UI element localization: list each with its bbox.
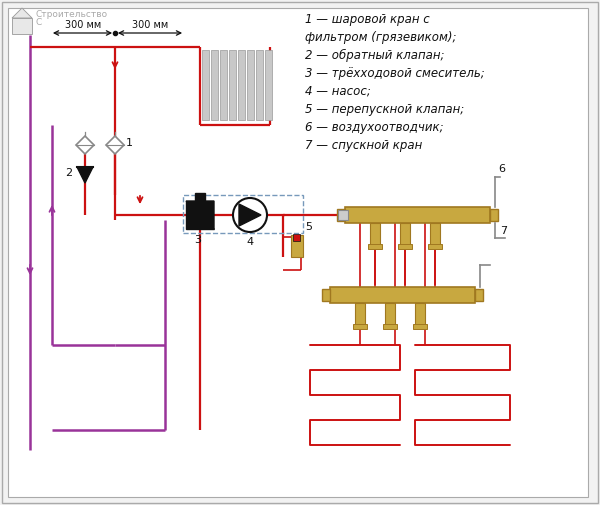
Text: 2 — обратный клапан;: 2 — обратный клапан; (305, 49, 445, 62)
Bar (12, 18, 32, 34)
Bar (413, 324, 427, 329)
Bar (183, 195, 303, 233)
Bar (355, 303, 365, 325)
Text: фильтром (грязевиком);: фильтром (грязевиком); (305, 31, 457, 44)
Text: 3 — трёхходовой смеситель;: 3 — трёхходовой смеситель; (305, 67, 485, 80)
Text: 5: 5 (305, 222, 312, 232)
Bar (430, 223, 440, 245)
Bar (383, 324, 397, 329)
Polygon shape (76, 136, 94, 154)
Bar (368, 244, 382, 249)
Text: 300 мм: 300 мм (132, 20, 168, 30)
Polygon shape (12, 8, 32, 18)
Text: 6 — воздухоотводчик;: 6 — воздухоотводчик; (305, 121, 443, 134)
Bar (256, 50, 263, 120)
Text: 1: 1 (126, 138, 133, 148)
Text: 7: 7 (500, 226, 507, 236)
Bar (291, 235, 303, 257)
Bar (415, 303, 425, 325)
Bar (220, 50, 227, 120)
Bar (293, 234, 300, 241)
Bar (322, 289, 330, 301)
Bar (338, 210, 348, 220)
Text: Строительство: Строительство (35, 10, 107, 19)
Polygon shape (106, 136, 124, 154)
Bar (202, 50, 209, 120)
Polygon shape (186, 201, 214, 229)
Bar (345, 207, 490, 223)
Bar (428, 244, 442, 249)
Polygon shape (186, 201, 214, 229)
Bar (265, 50, 271, 120)
Bar (385, 303, 395, 325)
Circle shape (233, 198, 267, 232)
Bar (398, 244, 412, 249)
Polygon shape (239, 204, 261, 226)
Bar (247, 50, 254, 120)
Text: 4 — насос;: 4 — насос; (305, 85, 371, 98)
Text: 300 мм: 300 мм (65, 20, 101, 30)
Polygon shape (77, 167, 93, 183)
Text: 4: 4 (247, 237, 254, 247)
Text: 3: 3 (194, 235, 202, 245)
Text: 7 — спускной кран: 7 — спускной кран (305, 139, 422, 152)
Text: 2: 2 (65, 168, 72, 178)
Bar (337, 209, 345, 221)
Text: С: С (35, 18, 41, 27)
Bar (211, 50, 218, 120)
Text: 6: 6 (498, 164, 505, 174)
Bar (475, 289, 483, 301)
Text: 1 — шаровой кран с: 1 — шаровой кран с (305, 13, 430, 26)
Bar (195, 193, 205, 201)
Bar (400, 223, 410, 245)
Text: 5 — перепускной клапан;: 5 — перепускной клапан; (305, 103, 464, 116)
Bar (229, 50, 235, 120)
Bar (238, 50, 245, 120)
Bar (353, 324, 367, 329)
Bar (370, 223, 380, 245)
Bar (330, 287, 475, 303)
Bar (490, 209, 498, 221)
